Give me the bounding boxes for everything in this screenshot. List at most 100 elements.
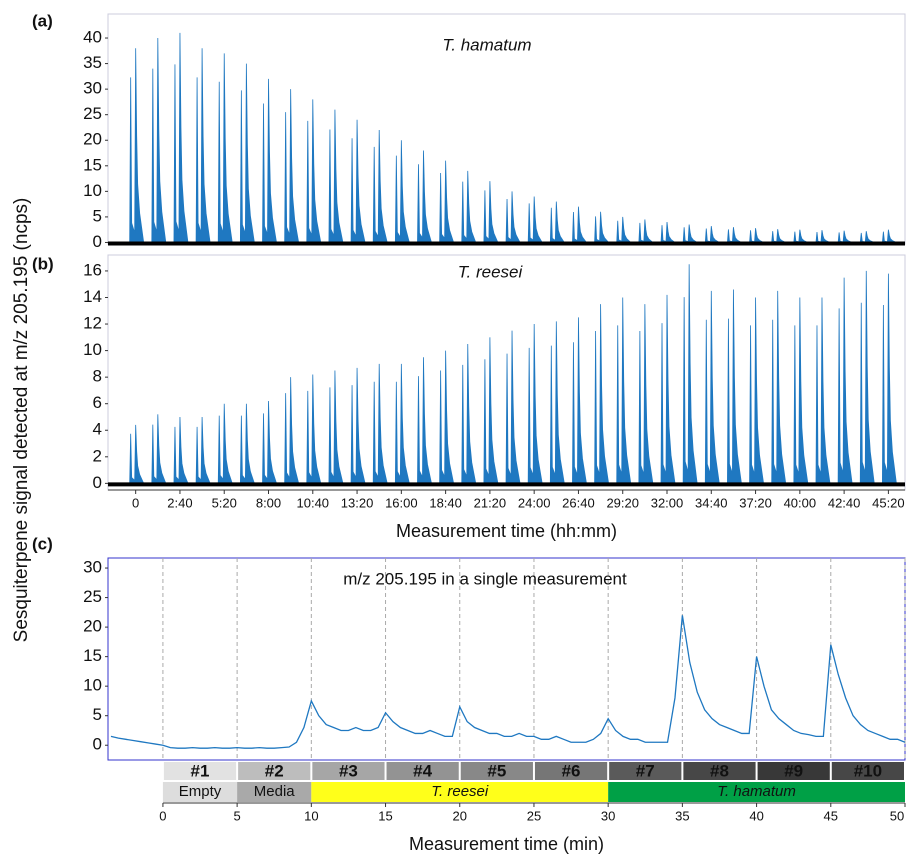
y-tick-label: 30: [83, 79, 102, 98]
y-tick-label: 25: [83, 104, 102, 123]
x-tick-label: 21:20: [474, 495, 507, 510]
peak: [284, 89, 300, 243]
group-label: Media: [254, 783, 296, 800]
peak: [837, 277, 853, 484]
peak: [771, 290, 787, 484]
y-tick-label: 35: [83, 53, 102, 72]
peak: [527, 324, 543, 484]
peak: [859, 270, 875, 484]
y-tick-label: 14: [83, 287, 102, 306]
x-tick-label: 42:40: [828, 495, 861, 510]
peak: [173, 416, 189, 484]
signal-line: [110, 615, 906, 749]
peak: [350, 119, 366, 243]
y-tick-label: 10: [83, 181, 102, 200]
peak: [328, 370, 344, 484]
peak: [129, 48, 145, 243]
peak: [704, 226, 721, 243]
y-tick-label: 15: [83, 155, 102, 174]
sample-box: [386, 762, 459, 780]
peak: [638, 219, 654, 243]
peak: [594, 211, 610, 243]
panel-label: (c): [32, 534, 53, 553]
x-tick-label: 0: [159, 808, 166, 823]
x-tick-label: 10:40: [297, 495, 330, 510]
sample-label: #7: [636, 761, 655, 780]
peak: [284, 377, 300, 484]
peak: [771, 229, 786, 243]
peak: [505, 191, 521, 243]
y-tick-label: 15: [83, 646, 102, 665]
peak: [682, 224, 699, 243]
x-tick-label: 24:00: [518, 495, 551, 510]
peak: [837, 230, 853, 243]
sample-box: [312, 762, 385, 780]
sample-label: #3: [339, 761, 358, 780]
peak: [372, 363, 388, 484]
group-box: [311, 782, 609, 802]
peak: [793, 297, 809, 484]
peak: [616, 216, 632, 243]
peak: [195, 48, 211, 243]
x-tick-label: 5:20: [212, 495, 237, 510]
x-tick-label: 0: [132, 495, 139, 510]
x-tick-label: 10: [304, 808, 318, 823]
peak: [306, 99, 322, 243]
y-tick-label: 10: [83, 340, 102, 359]
sample-label: #6: [562, 761, 581, 780]
group-box: [608, 782, 905, 802]
peak: [461, 170, 477, 243]
sample-box: [609, 762, 682, 780]
annotation: T. hamatum: [442, 35, 531, 54]
group-box: [162, 782, 238, 802]
annotation: m/z 205.195 in a single measurement: [343, 569, 627, 588]
sample-box: [238, 762, 311, 780]
x-axis-label: Measurement time (min): [409, 834, 604, 854]
x-tick-label: 15: [378, 808, 392, 823]
x-tick-label: 34:40: [695, 495, 728, 510]
sample-label: #8: [710, 761, 729, 780]
y-tick-label: 0: [93, 473, 102, 492]
x-tick-label: 29:20: [606, 495, 639, 510]
peak: [262, 78, 277, 243]
peak: [793, 229, 809, 243]
x-tick-label: 2:40: [167, 495, 192, 510]
group-label: T. hamatum: [717, 783, 796, 800]
peak: [239, 63, 255, 243]
x-tick-label: 20: [453, 808, 467, 823]
x-tick-label: 40: [749, 808, 763, 823]
sample-label: #9: [784, 761, 803, 780]
peak: [594, 304, 610, 484]
sample-label: #1: [191, 761, 210, 780]
peak: [660, 294, 676, 484]
peak: [682, 264, 698, 484]
peak: [815, 230, 831, 243]
x-axis-label: Measurement time (hh:mm): [396, 521, 617, 541]
x-tick-label: 45: [824, 808, 838, 823]
sample-box: [757, 762, 830, 780]
y-tick-label: 12: [83, 314, 102, 333]
peak: [638, 304, 654, 484]
group-box: [237, 782, 312, 802]
peak: [239, 403, 255, 484]
peak: [505, 330, 521, 484]
sample-box: [831, 762, 904, 780]
peak: [815, 297, 831, 484]
peak: [727, 289, 742, 484]
x-tick-label: 45:20: [872, 495, 905, 510]
peak: [881, 273, 897, 484]
sample-label: #4: [413, 761, 432, 780]
x-tick-label: 26:40: [562, 495, 595, 510]
panel-label: (b): [32, 254, 54, 273]
peak: [306, 374, 322, 484]
y-tick-label: 6: [93, 393, 102, 412]
peak: [439, 160, 455, 243]
peak: [549, 201, 566, 243]
peak: [217, 403, 233, 484]
peak: [572, 206, 588, 243]
x-tick-label: 13:20: [341, 495, 374, 510]
x-tick-label: 32:00: [651, 495, 684, 510]
y-tick-label: 0: [93, 232, 102, 251]
peak: [129, 424, 145, 484]
